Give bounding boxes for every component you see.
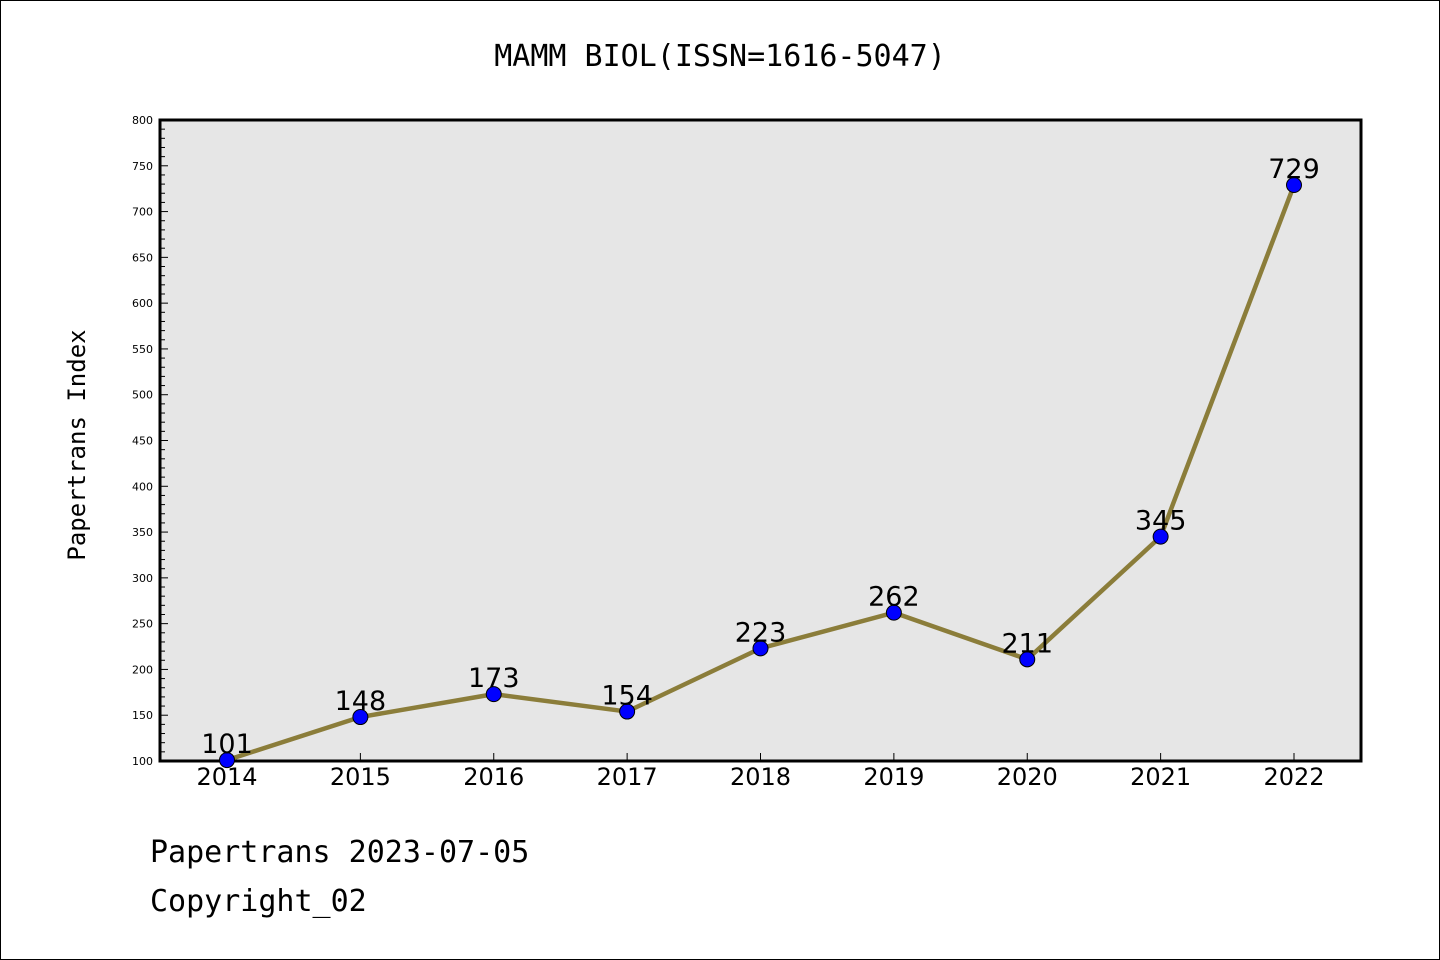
y-tick-label: 100 <box>132 755 153 768</box>
y-tick-label: 300 <box>132 572 153 585</box>
y-tick-label: 550 <box>132 343 153 356</box>
x-tick-label: 2016 <box>463 763 524 791</box>
y-tick-label: 700 <box>132 206 153 219</box>
y-tick-label: 200 <box>132 663 153 676</box>
y-tick-label: 400 <box>132 480 153 493</box>
data-point <box>885 604 902 621</box>
data-label: 262 <box>868 582 920 613</box>
data-label: 211 <box>1001 628 1053 659</box>
data-point <box>752 640 769 657</box>
data-point <box>1152 528 1169 545</box>
data-point <box>1019 651 1036 668</box>
data-labels: 101 148 173 154 223 262 211 345 729 <box>201 154 1320 760</box>
y-axis-ticks: 100 150 200 250 300 350 400 450 500 550 600 650 700 7… <box>132 114 168 768</box>
y-tick-label: 250 <box>132 618 153 631</box>
data-label: 223 <box>735 617 787 648</box>
data-label: 173 <box>468 663 520 694</box>
x-tick-label: 2021 <box>1130 763 1191 791</box>
data-point <box>619 703 636 720</box>
y-axis-label: Papertrans Index <box>63 329 91 560</box>
y-tick-label: 450 <box>132 435 153 448</box>
plot-area <box>158 118 1363 763</box>
data-point <box>352 709 369 726</box>
data-label: 101 <box>201 729 253 760</box>
y-tick-label: 350 <box>132 526 153 539</box>
x-tick-label: 2019 <box>863 763 924 791</box>
data-label: 729 <box>1268 154 1320 185</box>
x-tick-label: 2022 <box>1263 763 1324 791</box>
y-tick-label: 800 <box>132 114 153 127</box>
data-point <box>485 686 502 703</box>
x-tick-label: 2015 <box>330 763 391 791</box>
y-tick-label: 650 <box>132 251 153 264</box>
y-tick-label: 150 <box>132 709 153 722</box>
footer-copyright: Copyright_02 <box>150 884 367 919</box>
x-tick-label: 2020 <box>997 763 1058 791</box>
y-tick-label: 750 <box>132 160 153 173</box>
data-point <box>1286 177 1302 194</box>
data-label: 154 <box>601 681 653 712</box>
y-tick-label: 600 <box>132 297 153 310</box>
y-tick-label: 500 <box>132 389 153 402</box>
data-label: 345 <box>1135 506 1187 537</box>
footer-date-line: Papertrans 2023-07-05 <box>150 835 530 870</box>
data-point <box>219 752 235 769</box>
data-points <box>219 177 1302 769</box>
chart-title: MAMM BIOL(ISSN=1616-5047) <box>494 39 946 74</box>
data-label: 148 <box>335 686 387 717</box>
x-tick-label: 2017 <box>597 763 658 791</box>
x-axis-ticks: 2014 2015 2016 2017 2018 2019 2020 2021 2022 <box>196 753 1325 791</box>
x-tick-label: 2018 <box>730 763 791 791</box>
